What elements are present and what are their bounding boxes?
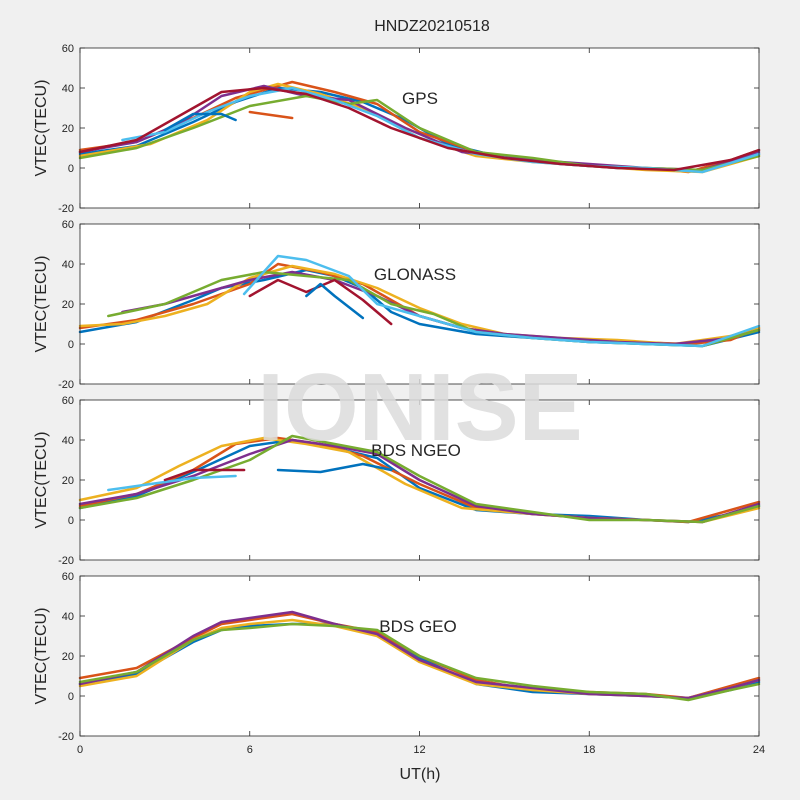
panel-2: -20 0 20 40 60 VTEC(TECU): [33, 395, 761, 567]
y-tick-label: 40: [62, 611, 74, 623]
y-axis-label: VTEC(TECU): [33, 608, 50, 705]
series-line: [78, 622, 761, 702]
y-tick-label: 60: [62, 395, 74, 407]
y-tick-label: 0: [68, 691, 74, 703]
y-tick-label: 40: [62, 83, 74, 95]
y-tick-label: 20: [62, 651, 74, 663]
y-tick-label: 60: [62, 219, 74, 231]
y-axis-label: VTEC(TECU): [33, 80, 50, 177]
y-tick-label: 0: [68, 163, 74, 175]
series-line: [305, 282, 365, 320]
series-line: [248, 110, 294, 120]
x-tick-label: 12: [413, 744, 425, 756]
y-tick-label: 20: [62, 475, 74, 487]
panel-label: GPS: [402, 89, 438, 108]
chart-title: HNDZ20210518: [374, 18, 490, 35]
y-tick-label: 60: [62, 571, 74, 583]
y-tick-label: 0: [68, 515, 74, 527]
y-axis-label: VTEC(TECU): [33, 256, 50, 353]
y-tick-label: 20: [62, 299, 74, 311]
x-axis-label: UT(h): [400, 766, 441, 783]
y-tick-label: -20: [58, 555, 74, 567]
y-axis-label: VTEC(TECU): [33, 432, 50, 529]
series-line: [163, 468, 246, 482]
series-line: [107, 474, 237, 492]
series-line: [248, 278, 393, 326]
y-tick-label: 60: [62, 43, 74, 55]
y-tick-label: 0: [68, 339, 74, 351]
series-line: [78, 86, 761, 172]
panel-1: -20 0 20 40 60 VTEC(TECU): [33, 219, 761, 391]
panel-label: BDS GEO: [379, 617, 456, 636]
x-tick-label: 24: [753, 744, 765, 756]
y-tick-label: 40: [62, 435, 74, 447]
y-tick-label: 20: [62, 123, 74, 135]
y-tick-label: -20: [58, 203, 74, 215]
panel-0: -20 0 20 40 60 VTEC(TECU): [33, 43, 761, 215]
watermark: IONISE: [257, 354, 582, 461]
x-tick-label: 6: [247, 744, 253, 756]
panel-label: BDS NGEO: [371, 441, 461, 460]
y-tick-label: -20: [58, 731, 74, 743]
x-tick-label: 0: [77, 744, 83, 756]
series-line: [276, 462, 393, 474]
panel-label: GLONASS: [374, 265, 456, 284]
y-tick-label: -20: [58, 379, 74, 391]
y-tick-label: 40: [62, 259, 74, 271]
x-tick-label: 18: [583, 744, 595, 756]
series-line: [163, 112, 237, 132]
series-line: [242, 254, 761, 348]
